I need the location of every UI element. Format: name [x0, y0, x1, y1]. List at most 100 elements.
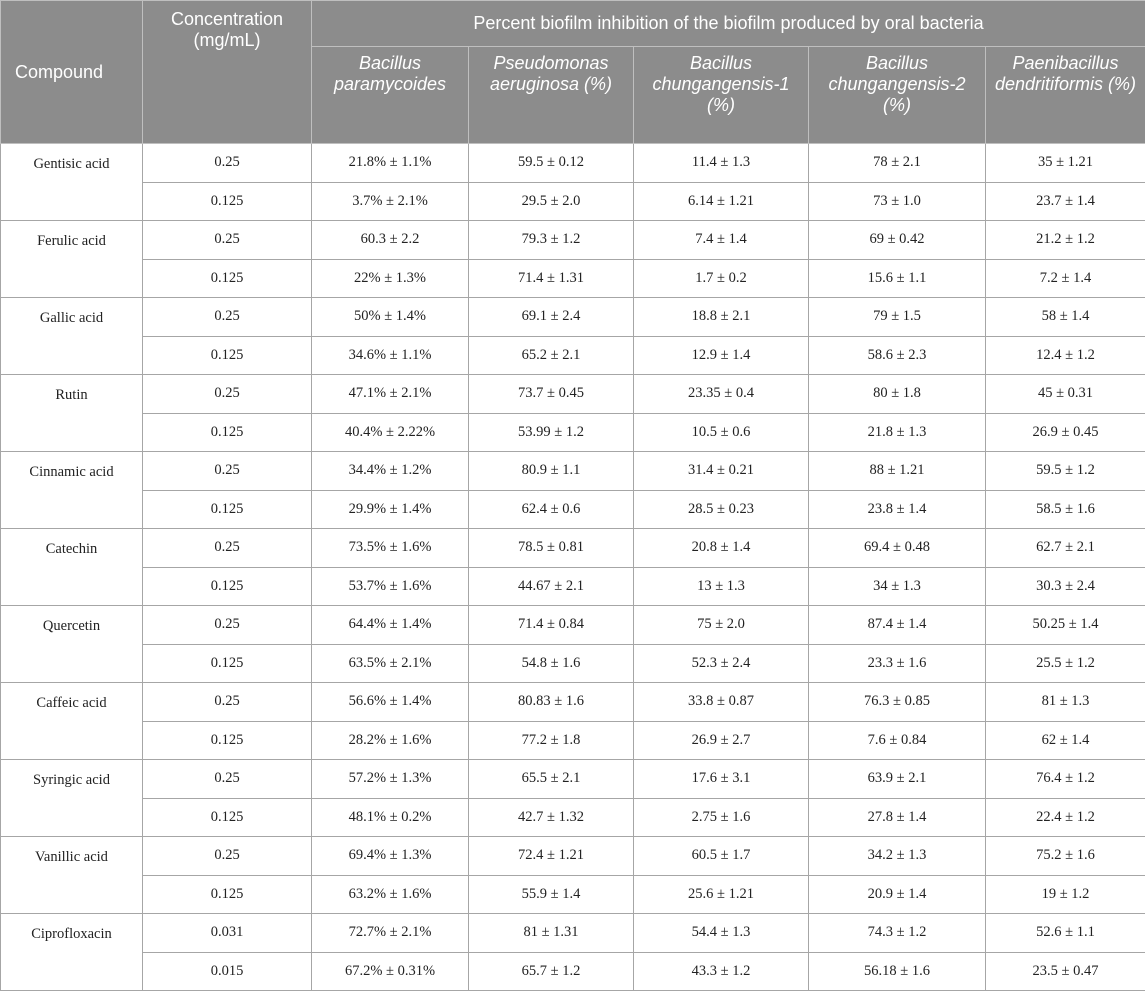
- inhibition-value-cell: 3.7% ± 2.1%: [312, 182, 469, 221]
- inhibition-value-cell: 75.2 ± 1.6: [986, 837, 1145, 876]
- inhibition-value-cell: 74.3 ± 1.2: [809, 914, 986, 953]
- inhibition-value-cell: 22% ± 1.3%: [312, 259, 469, 298]
- inhibition-value-cell: 43.3 ± 1.2: [634, 952, 809, 991]
- inhibition-value-cell: 79.3 ± 1.2: [469, 221, 634, 260]
- compound-name-cell: Syringic acid: [1, 760, 143, 837]
- table-header: Compound Concentration (mg/mL) Percent b…: [1, 1, 1145, 144]
- inhibition-value-cell: 23.8 ± 1.4: [809, 490, 986, 529]
- inhibition-value-cell: 63.9 ± 2.1: [809, 760, 986, 799]
- inhibition-value-cell: 52.3 ± 2.4: [634, 644, 809, 683]
- inhibition-value-cell: 65.2 ± 2.1: [469, 336, 634, 375]
- inhibition-value-cell: 22.4 ± 1.2: [986, 798, 1145, 837]
- inhibition-value-cell: 62.7 ± 2.1: [986, 529, 1145, 568]
- inhibition-value-cell: 26.9 ± 0.45: [986, 413, 1145, 452]
- inhibition-value-cell: 62.4 ± 0.6: [469, 490, 634, 529]
- concentration-cell: 0.125: [143, 259, 312, 298]
- inhibition-value-cell: 64.4% ± 1.4%: [312, 606, 469, 645]
- inhibition-value-cell: 58.5 ± 1.6: [986, 490, 1145, 529]
- inhibition-value-cell: 33.8 ± 0.87: [634, 683, 809, 722]
- inhibition-value-cell: 55.9 ± 1.4: [469, 875, 634, 914]
- inhibition-value-cell: 52.6 ± 1.1: [986, 914, 1145, 953]
- inhibition-value-cell: 69.4% ± 1.3%: [312, 837, 469, 876]
- compound-name-cell: Ferulic acid: [1, 221, 143, 298]
- inhibition-value-cell: 21.8% ± 1.1%: [312, 144, 469, 183]
- inhibition-value-cell: 59.5 ± 1.2: [986, 452, 1145, 491]
- compound-name-cell: Vanillic acid: [1, 837, 143, 914]
- inhibition-value-cell: 87.4 ± 1.4: [809, 606, 986, 645]
- species-column-header: Bacillus paramycoides: [312, 47, 469, 144]
- inhibition-value-cell: 42.7 ± 1.32: [469, 798, 634, 837]
- compound-name-cell: Ciprofloxacin: [1, 914, 143, 991]
- inhibition-value-cell: 77.2 ± 1.8: [469, 721, 634, 760]
- compound-name-cell: Quercetin: [1, 606, 143, 683]
- compound-name-cell: Catechin: [1, 529, 143, 606]
- inhibition-value-cell: 56.6% ± 1.4%: [312, 683, 469, 722]
- inhibition-value-cell: 29.5 ± 2.0: [469, 182, 634, 221]
- concentration-cell: 0.25: [143, 298, 312, 337]
- inhibition-value-cell: 12.9 ± 1.4: [634, 336, 809, 375]
- concentration-cell: 0.125: [143, 721, 312, 760]
- inhibition-value-cell: 72.7% ± 2.1%: [312, 914, 469, 953]
- compound-name-cell: Rutin: [1, 375, 143, 452]
- inhibition-value-cell: 40.4% ± 2.22%: [312, 413, 469, 452]
- inhibition-value-cell: 69.4 ± 0.48: [809, 529, 986, 568]
- inhibition-value-cell: 50.25 ± 1.4: [986, 606, 1145, 645]
- inhibition-value-cell: 12.4 ± 1.2: [986, 336, 1145, 375]
- inhibition-value-cell: 69 ± 0.42: [809, 221, 986, 260]
- concentration-cell: 0.25: [143, 529, 312, 568]
- species-column-header: Pseudomonas aeruginosa (%): [469, 47, 634, 144]
- inhibition-value-cell: 58 ± 1.4: [986, 298, 1145, 337]
- concentration-cell: 0.25: [143, 221, 312, 260]
- inhibition-value-cell: 88 ± 1.21: [809, 452, 986, 491]
- inhibition-value-cell: 71.4 ± 0.84: [469, 606, 634, 645]
- inhibition-value-cell: 1.7 ± 0.2: [634, 259, 809, 298]
- inhibition-value-cell: 78.5 ± 0.81: [469, 529, 634, 568]
- inhibition-value-cell: 7.6 ± 0.84: [809, 721, 986, 760]
- species-column-header: Bacillus chungangensis-2 (%): [809, 47, 986, 144]
- inhibition-value-cell: 73.7 ± 0.45: [469, 375, 634, 414]
- inhibition-value-cell: 67.2% ± 0.31%: [312, 952, 469, 991]
- inhibition-value-cell: 60.5 ± 1.7: [634, 837, 809, 876]
- inhibition-value-cell: 76.4 ± 1.2: [986, 760, 1145, 799]
- inhibition-group-header: Percent biofilm inhibition of the biofil…: [312, 1, 1145, 47]
- inhibition-value-cell: 23.5 ± 0.47: [986, 952, 1145, 991]
- inhibition-value-cell: 21.8 ± 1.3: [809, 413, 986, 452]
- inhibition-value-cell: 47.1% ± 2.1%: [312, 375, 469, 414]
- inhibition-value-cell: 63.5% ± 2.1%: [312, 644, 469, 683]
- concentration-cell: 0.125: [143, 798, 312, 837]
- concentration-cell: 0.125: [143, 336, 312, 375]
- inhibition-value-cell: 26.9 ± 2.7: [634, 721, 809, 760]
- inhibition-value-cell: 2.75 ± 1.6: [634, 798, 809, 837]
- inhibition-value-cell: 11.4 ± 1.3: [634, 144, 809, 183]
- inhibition-value-cell: 81 ± 1.31: [469, 914, 634, 953]
- inhibition-value-cell: 65.7 ± 1.2: [469, 952, 634, 991]
- inhibition-value-cell: 15.6 ± 1.1: [809, 259, 986, 298]
- inhibition-value-cell: 34.6% ± 1.1%: [312, 336, 469, 375]
- inhibition-value-cell: 53.7% ± 1.6%: [312, 567, 469, 606]
- inhibition-value-cell: 34.2 ± 1.3: [809, 837, 986, 876]
- inhibition-value-cell: 63.2% ± 1.6%: [312, 875, 469, 914]
- inhibition-value-cell: 35 ± 1.21: [986, 144, 1145, 183]
- inhibition-value-cell: 34 ± 1.3: [809, 567, 986, 606]
- inhibition-value-cell: 81 ± 1.3: [986, 683, 1145, 722]
- inhibition-value-cell: 28.2% ± 1.6%: [312, 721, 469, 760]
- compound-name-cell: Gallic acid: [1, 298, 143, 375]
- concentration-cell: 0.25: [143, 452, 312, 491]
- concentration-cell: 0.125: [143, 567, 312, 606]
- inhibition-value-cell: 72.4 ± 1.21: [469, 837, 634, 876]
- concentration-cell: 0.125: [143, 490, 312, 529]
- concentration-cell: 0.125: [143, 875, 312, 914]
- concentration-cell: 0.015: [143, 952, 312, 991]
